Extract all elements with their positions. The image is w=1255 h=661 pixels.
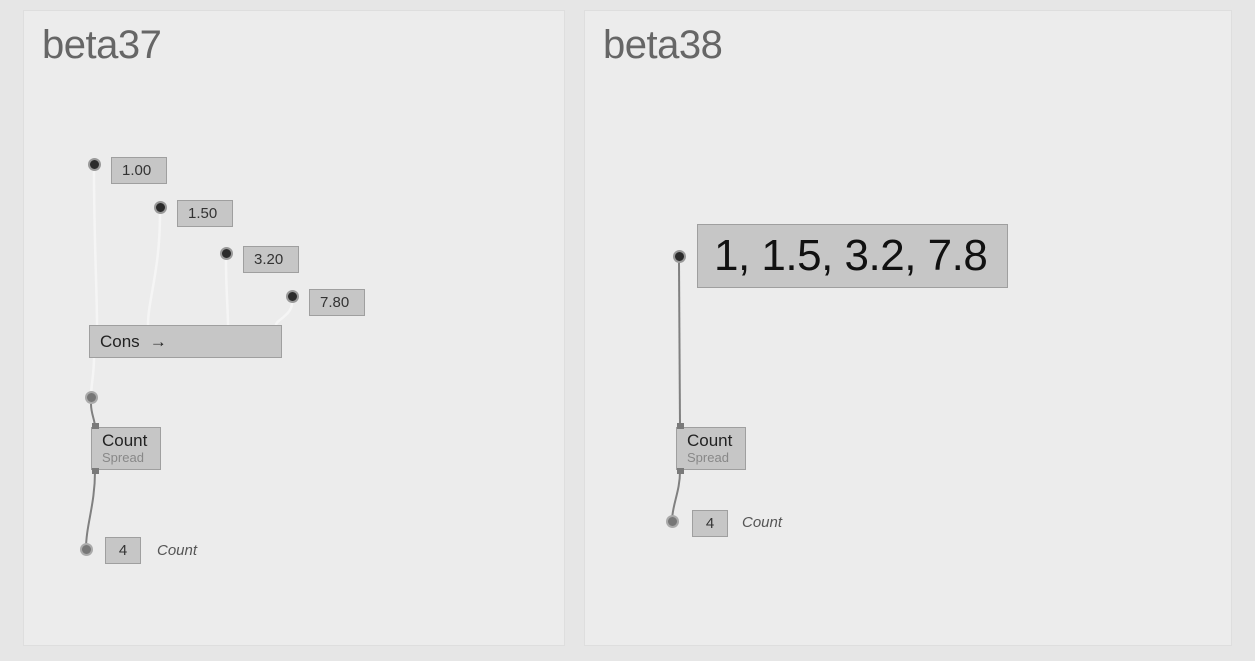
port-dot[interactable]: [286, 290, 299, 303]
iobox-value: 4: [119, 542, 127, 559]
iobox-value: 7.80: [320, 294, 349, 311]
port-dot[interactable]: [220, 247, 233, 260]
diagram-canvas: beta37 1.00 1.50 3.20 7.80 Cons → Count …: [0, 0, 1255, 661]
iobox-value: 1.00: [122, 162, 151, 179]
iobox-value: 3.20: [254, 251, 283, 268]
iobox-node[interactable]: 1.00: [111, 157, 167, 184]
iobox-node-large[interactable]: 1, 1.5, 3.2, 7.8: [697, 224, 1008, 288]
iobox-node[interactable]: 7.80: [309, 289, 365, 316]
iobox-node[interactable]: 3.20: [243, 246, 299, 273]
cons-label: Cons: [100, 332, 140, 352]
count-sublabel: Spread: [102, 451, 150, 465]
output-label: Count: [157, 542, 197, 559]
port-dot[interactable]: [88, 158, 101, 171]
arrow-right-icon: →: [150, 332, 167, 352]
count-label: Count: [102, 432, 150, 451]
port-dot[interactable]: [80, 543, 93, 556]
count-node[interactable]: Count Spread: [676, 427, 746, 470]
count-label: Count: [687, 432, 735, 451]
panel-title-left: beta37: [42, 23, 161, 68]
output-label: Count: [742, 514, 782, 531]
panel-beta38: beta38: [584, 10, 1232, 646]
port-dot[interactable]: [673, 250, 686, 263]
pin-icon: [677, 468, 684, 474]
port-dot[interactable]: [666, 515, 679, 528]
iobox-value: 1, 1.5, 3.2, 7.8: [714, 231, 987, 281]
pin-icon: [92, 423, 99, 429]
iobox-node[interactable]: 4: [692, 510, 728, 537]
pin-icon: [677, 423, 684, 429]
port-dot[interactable]: [154, 201, 167, 214]
count-sublabel: Spread: [687, 451, 735, 465]
iobox-node[interactable]: 4: [105, 537, 141, 564]
count-node[interactable]: Count Spread: [91, 427, 161, 470]
panel-title-right: beta38: [603, 23, 722, 68]
cons-node[interactable]: Cons →: [89, 325, 282, 358]
port-dot[interactable]: [85, 391, 98, 404]
iobox-value: 4: [706, 515, 714, 532]
pin-icon: [92, 468, 99, 474]
iobox-node[interactable]: 1.50: [177, 200, 233, 227]
iobox-value: 1.50: [188, 205, 217, 222]
